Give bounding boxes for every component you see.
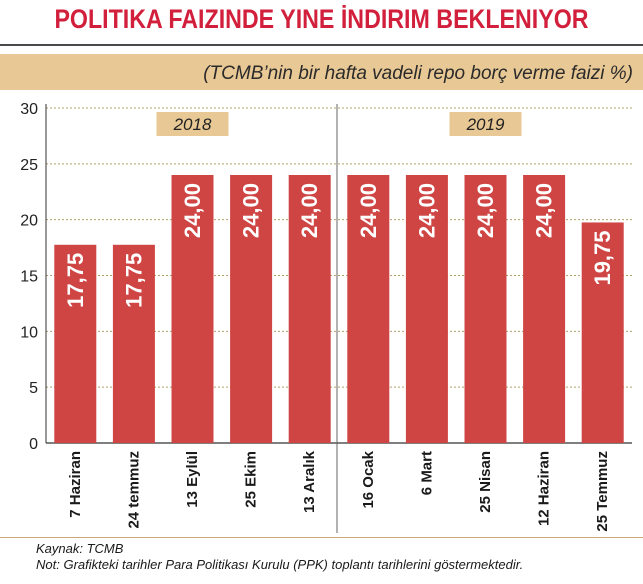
bar-value-label: 24,00 — [414, 183, 439, 238]
bar — [581, 222, 624, 443]
x-tick-label: 12 Haziran — [536, 451, 553, 526]
bar — [347, 175, 390, 443]
year-label: 2018 — [173, 115, 212, 134]
year-label-box — [449, 112, 522, 136]
bar-value-label: 24,00 — [473, 183, 498, 238]
chart-subtitle: (TCMB’nin bir hafta vadeli repo borç ver… — [203, 63, 633, 84]
x-tick-label: 6 Mart — [418, 451, 435, 495]
bar — [405, 175, 448, 443]
bar — [54, 244, 97, 443]
x-tick-label: 13 Eylül — [184, 451, 201, 508]
bar-value-label: 17,75 — [121, 253, 146, 308]
bar-value-label: 24,00 — [239, 183, 264, 238]
x-tick-label: 16 Ocak — [360, 450, 377, 508]
bar-value-label: 19,75 — [590, 230, 615, 285]
y-tick-label: 0 — [29, 436, 38, 453]
bottom-rule — [0, 537, 643, 538]
y-tick-label: 5 — [29, 380, 38, 397]
subtitle-band — [0, 54, 643, 90]
x-tick-label: 7 Haziran — [67, 451, 84, 518]
x-tick-label: 24 temmuz — [125, 451, 142, 529]
bar — [464, 175, 507, 443]
y-tick-label: 10 — [20, 324, 38, 341]
x-tick-label: 25 Temmuz — [594, 451, 611, 532]
bar-value-label: 24,00 — [532, 183, 557, 238]
top-rule — [0, 44, 643, 46]
bar-value-label: 24,00 — [297, 183, 322, 238]
x-tick-label: 13 Aralık — [301, 450, 318, 513]
bar — [523, 175, 566, 443]
footnote: Not: Grafikteki tarihler Para Politikası… — [36, 557, 524, 572]
bar-value-label: 24,00 — [180, 183, 205, 238]
bar — [230, 175, 273, 443]
y-tick-label: 15 — [20, 269, 38, 286]
x-tick-label: 25 Ekim — [243, 451, 260, 508]
y-tick-label: 25 — [20, 157, 38, 174]
bar — [171, 175, 214, 443]
bar — [112, 244, 155, 443]
bar — [288, 175, 331, 443]
year-label-box — [156, 112, 229, 136]
bar-value-label: 17,75 — [63, 253, 88, 308]
bar-value-label: 24,00 — [356, 183, 381, 238]
y-tick-label: 30 — [20, 101, 38, 118]
x-tick-label: 25 Nisan — [477, 451, 494, 513]
chart-title: POLITIKA FAIZINDE YINE İNDIRIM BEKLENIYO… — [54, 4, 589, 34]
y-tick-label: 20 — [20, 213, 38, 230]
year-label: 2019 — [466, 115, 505, 134]
source-note: Kaynak: TCMB — [36, 541, 124, 556]
